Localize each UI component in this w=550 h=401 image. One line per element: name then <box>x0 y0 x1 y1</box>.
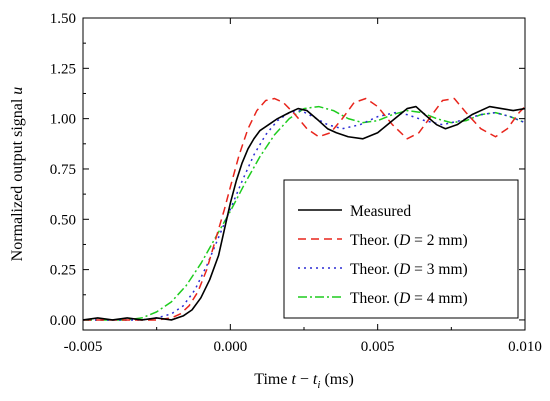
x-tick-label: 0.000 <box>213 339 247 355</box>
series-line-3 <box>83 105 526 321</box>
x-tick-label: -0.005 <box>64 339 103 355</box>
legend-label-2: Theor. (D = 3 mm) <box>350 261 468 278</box>
y-tick-label: 1.50 <box>50 11 76 27</box>
legend-label-3: Theor. (D = 4 mm) <box>350 290 468 307</box>
series-line-1 <box>83 97 526 321</box>
legend: Measured Theor. (D = 2 mm) Theor. (D = 3 m… <box>283 179 519 319</box>
y-tick-label: 1.00 <box>50 112 76 128</box>
x-tick-label: 0.010 <box>508 339 542 355</box>
axis-ticks <box>82 17 526 330</box>
y-tick-label: 0.00 <box>50 313 76 329</box>
legend-box <box>283 179 519 319</box>
x-tick-label: 0.005 <box>361 339 395 355</box>
series-line-0 <box>82 105 526 321</box>
legend-label-0: Measured <box>350 203 411 220</box>
legend-label-1: Theor. (D = 2 mm) <box>350 232 468 249</box>
y-tick-label: 1.25 <box>50 61 76 77</box>
y-tick-label: 0.50 <box>50 212 76 228</box>
x-axis-title: Time t − ti (ms) <box>254 371 354 391</box>
y-axis-title: Normalized output signal u <box>9 87 26 262</box>
axis-tick-labels: -0.005 0.000 0.005 0.010 0.00 0.25 0.50 0.75 1.0… <box>50 11 542 355</box>
y-tick-label: 0.25 <box>50 263 76 279</box>
plot-lines <box>82 97 526 321</box>
y-tick-label: 0.75 <box>50 162 76 178</box>
